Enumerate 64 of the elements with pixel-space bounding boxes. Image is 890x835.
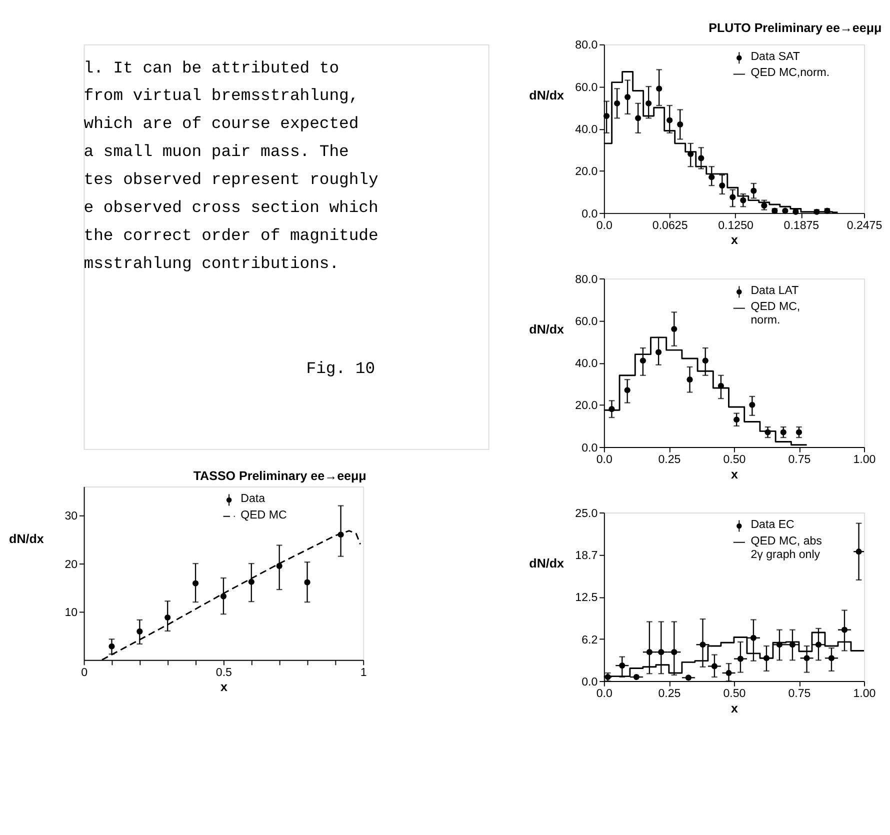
x-tick-label: 0.75 [788,688,811,700]
y-tick-label: 30 [64,510,78,523]
legend-label: QED MC, norm. [750,301,800,327]
legend-label: Data SAT [750,50,800,63]
x-tick-label: 0.2475 [846,220,882,232]
y-axis-title: dN/dx [529,88,564,102]
y-tick-label: 40.0 [575,358,598,370]
x-tick-label: 0.1875 [784,220,820,232]
text: l. It can be attributed to [84,58,340,78]
x-tick-label: 0.0 [596,454,612,466]
x-tick-label: 0.25 [658,688,681,700]
text: which are of course expected [84,114,359,134]
y-tick-label: 20.0 [575,166,598,178]
y-tick-label: 12.5 [575,592,598,604]
y-axis-title: dN/dx [529,556,564,570]
x-tick-label: 0.0 [596,220,612,232]
y-tick-label: 80.0 [575,274,598,286]
y-tick-label: 0.0 [582,676,598,688]
x-axis-title: x [730,467,738,482]
x-axis-title: x [730,233,738,248]
legend-label: QED MC,norm. [750,67,830,80]
y-tick-label: 0.0 [582,208,598,220]
y-tick-label: 25.0 [575,508,598,520]
x-tick-label: 0.1250 [718,220,754,232]
y-axis-title: dN/dx [9,532,44,546]
x-tick-label: 0.75 [788,454,811,466]
y-tick-label: 20.0 [575,400,598,412]
legend-label: Data EC [750,518,794,531]
x-tick-label: 1.00 [853,454,876,466]
y-tick-label: 0.0 [582,442,598,454]
x-tick-label: 0.0 [596,688,612,700]
x-tick-label: 0.50 [723,688,746,700]
legend-label: Data LAT [750,284,799,297]
x-tick-label: 0.25 [658,454,681,466]
x-tick-label: 0.0625 [652,220,688,232]
text: e observed cross section which [84,198,378,217]
x-axis-title: x [730,701,738,716]
x-tick-label: 0.50 [723,454,746,466]
y-tick-label: 40.0 [575,124,598,136]
y-axis-title: dN/dx [529,322,564,336]
text: tes observed represent roughly [84,170,378,190]
point [782,208,788,214]
y-tick-label: 18.7 [575,550,598,562]
x-axis-title: x [220,680,228,694]
legend-label: Data [240,492,266,505]
text: msstrahlung contributions. [84,254,340,273]
text: from virtual bremsstrahlung, [84,86,359,106]
x-tick-label: 0.5 [216,666,232,679]
text: the correct order of magnitude [84,226,378,245]
y-tick-label: 80.0 [575,40,598,52]
x-tick-label: 0 [81,666,88,679]
x-tick-label: 1.00 [853,688,876,700]
caption: Fig. 10 [306,358,376,378]
y-tick-label: 60.0 [575,316,598,328]
chart-title: PLUTO Preliminary ee→eeμμ [708,20,882,35]
x-tick-label: 1 [360,666,367,679]
text: a small muon pair mass. The [84,142,349,162]
y-tick-label: 20 [64,558,78,571]
legend-label: QED MC, abs 2γ graph only [750,535,822,561]
y-tick-label: 60.0 [575,82,598,94]
chart-title: TASSO Preliminary ee→eeμμ [193,468,366,483]
y-tick-label: 6.2 [582,634,598,646]
legend-label: QED MC [240,509,287,522]
y-tick-label: 10 [64,607,78,620]
